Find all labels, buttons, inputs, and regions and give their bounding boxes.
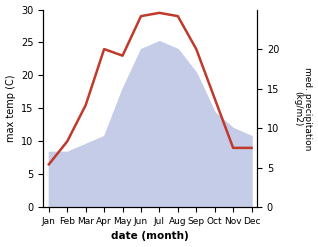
- X-axis label: date (month): date (month): [111, 231, 189, 242]
- Y-axis label: med. precipitation
(kg/m2): med. precipitation (kg/m2): [293, 67, 313, 150]
- Y-axis label: max temp (C): max temp (C): [5, 75, 16, 142]
